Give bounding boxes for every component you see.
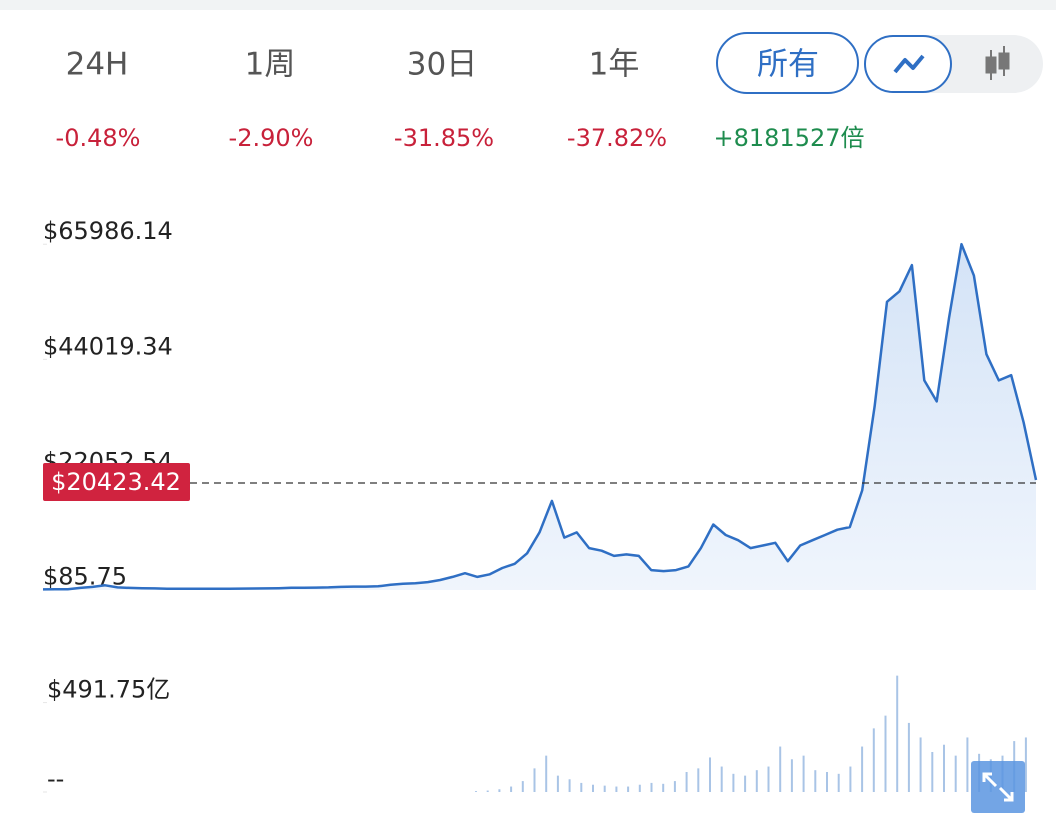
volume-bar bbox=[592, 784, 594, 792]
volume-bar bbox=[907, 722, 910, 792]
tab[interactable]: 1年 bbox=[589, 47, 640, 83]
expand-arrow bbox=[998, 786, 1014, 802]
current-price-badge bbox=[43, 462, 190, 501]
volume-bar bbox=[919, 737, 922, 792]
volume-bar bbox=[627, 786, 630, 792]
volume-bar bbox=[943, 744, 945, 792]
tabs: 24H 1周 30日 1年 所有 bbox=[66, 47, 819, 83]
volume-bar bbox=[568, 779, 571, 792]
tab[interactable]: 所有 bbox=[757, 47, 819, 83]
volume-bar bbox=[802, 755, 805, 792]
volume-bar bbox=[826, 772, 828, 792]
volume-bar bbox=[884, 715, 887, 792]
tab[interactable]: 24H bbox=[66, 47, 129, 83]
selected-tab-pill[interactable] bbox=[716, 32, 859, 94]
expand-icon bbox=[982, 772, 1014, 802]
volume-bar bbox=[486, 790, 489, 792]
volume-bar bbox=[533, 768, 536, 792]
change-value: -31.85% bbox=[394, 124, 494, 152]
volume-bar bbox=[861, 746, 864, 792]
volume-bar bbox=[755, 770, 758, 792]
volume-bar bbox=[603, 785, 606, 792]
price-line bbox=[42, 242, 1038, 591]
changes: -0.48% -2.90% -31.85% -37.82% +8181527倍 bbox=[56, 124, 865, 152]
change-value: -2.90% bbox=[229, 124, 314, 152]
volume-bar bbox=[1024, 737, 1027, 792]
volume-bar bbox=[545, 755, 548, 792]
tab[interactable]: 30日 bbox=[407, 47, 477, 83]
volume-bar bbox=[662, 783, 665, 792]
y-tick-label: $65986.14 bbox=[43, 217, 173, 245]
area bbox=[43, 244, 1036, 590]
volume-chart: -- $491.75亿 bbox=[43, 676, 1027, 793]
top-strip bbox=[0, 0, 1056, 10]
volume-bar bbox=[510, 786, 513, 792]
volume-bar bbox=[954, 755, 957, 792]
y-tick-label: -- bbox=[47, 765, 64, 793]
volume-bar bbox=[685, 772, 688, 792]
change-value: -37.82% bbox=[567, 124, 667, 152]
volume-bar bbox=[475, 791, 477, 792]
candle-body bbox=[985, 56, 997, 74]
volume-bar bbox=[837, 773, 840, 792]
volume-bar bbox=[744, 775, 747, 792]
volume-bar bbox=[767, 766, 770, 792]
volume-bar bbox=[896, 675, 899, 792]
change-value: +8181527倍 bbox=[714, 124, 865, 152]
volume-bar bbox=[790, 759, 793, 792]
volume-bar bbox=[814, 770, 817, 792]
line-icon bbox=[893, 54, 925, 74]
volume-bar bbox=[521, 781, 524, 792]
expand-button[interactable] bbox=[971, 761, 1025, 813]
volume-bar bbox=[556, 775, 559, 792]
volume-bar bbox=[498, 789, 501, 792]
price-chart: $85.75$22052.54$44019.34$65986.14$20423.… bbox=[42, 217, 1038, 591]
volume-bar bbox=[931, 752, 934, 792]
volume-bar bbox=[650, 782, 653, 792]
volume-bar bbox=[580, 782, 583, 792]
y-tick-label: $44019.34 bbox=[43, 332, 173, 360]
volume-bar bbox=[872, 728, 875, 792]
volume-bar bbox=[849, 766, 852, 792]
expand-arrow bbox=[982, 772, 998, 788]
volume-bar bbox=[966, 737, 969, 792]
current-price-label: $20423.42 bbox=[51, 468, 181, 496]
y-tick-label: $491.75亿 bbox=[47, 676, 170, 704]
candlestick-button[interactable] bbox=[985, 46, 1010, 80]
volume-bar bbox=[615, 786, 618, 792]
volume-bar bbox=[709, 757, 711, 792]
volume-bar bbox=[779, 746, 782, 792]
volume-bar bbox=[732, 773, 735, 792]
volume-bar bbox=[638, 784, 641, 792]
candle-body bbox=[998, 52, 1010, 70]
change-value: -0.48% bbox=[56, 124, 141, 152]
tab[interactable]: 1周 bbox=[245, 47, 296, 83]
volume-bar bbox=[673, 781, 676, 792]
volume-bar bbox=[697, 768, 700, 792]
volume-bar bbox=[720, 766, 723, 792]
